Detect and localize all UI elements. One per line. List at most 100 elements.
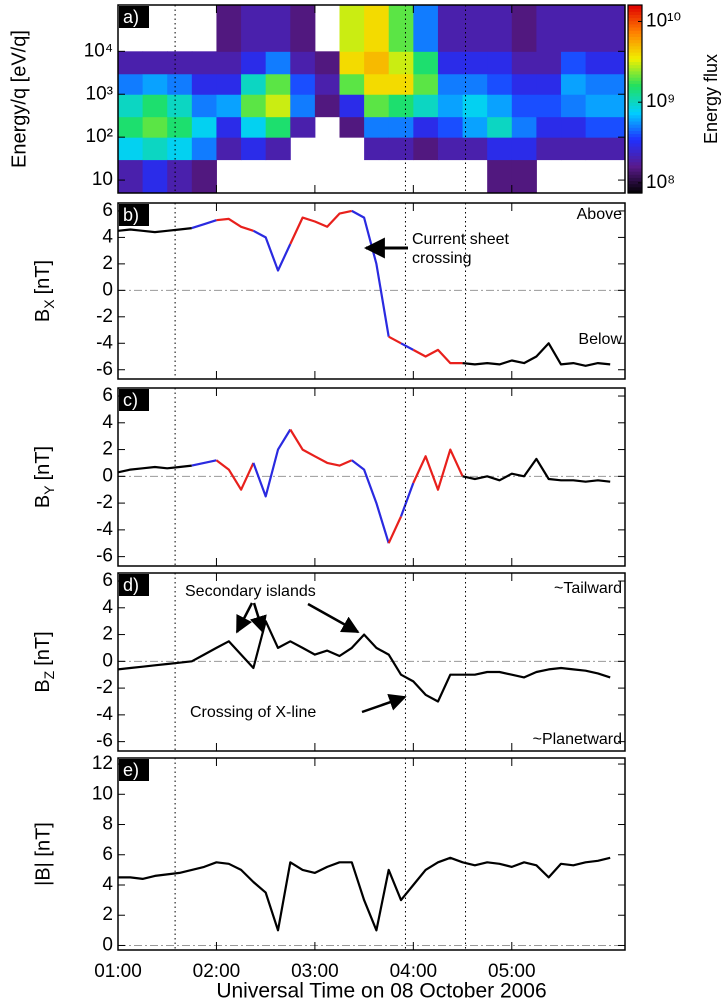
spectrogram-cell xyxy=(142,73,168,95)
spectrogram-cell xyxy=(462,51,488,75)
spectrogram-cell xyxy=(413,137,439,161)
spectrogram-cell xyxy=(462,94,488,118)
y-axis-label: BX [nT] xyxy=(32,260,56,322)
spectrogram-cell xyxy=(487,116,513,138)
y-tick-label: -2 xyxy=(96,306,113,327)
colorbar-swatch xyxy=(628,80,642,84)
colorbar-swatch xyxy=(628,33,642,37)
spectrogram-cell xyxy=(241,116,267,138)
colorbar-swatch xyxy=(628,127,642,131)
colorbar-swatch xyxy=(628,183,642,188)
y-axis-label-part: [nT] xyxy=(32,260,54,294)
arrow xyxy=(361,693,407,714)
y-tick-label: 0 xyxy=(102,465,113,486)
x-tick-label: 01:00 xyxy=(94,961,142,982)
spectrogram-cell xyxy=(437,94,464,118)
spectrogram-cell xyxy=(265,73,291,95)
y-tick-label: 2 xyxy=(102,904,113,925)
colorbar-swatch xyxy=(628,139,642,144)
colorbar-swatch xyxy=(628,5,642,9)
y-tick-label: 10 xyxy=(92,783,113,804)
series-line xyxy=(191,219,217,230)
annotation: Below xyxy=(578,331,622,348)
colorbar-swatch xyxy=(628,64,642,69)
y-tick-label: 0 xyxy=(102,934,113,955)
panel-label: a) xyxy=(123,7,139,27)
spectrogram-cell xyxy=(536,116,562,138)
spectrogram-cell xyxy=(118,94,144,118)
spectrogram-cell xyxy=(216,137,242,161)
colorbar-swatch xyxy=(628,149,642,153)
series-line xyxy=(117,620,611,703)
spectrogram-cell xyxy=(191,116,217,138)
y-tick-label: 6 xyxy=(102,385,113,406)
spectrogram-cell xyxy=(339,73,365,95)
colorbar-swatch xyxy=(628,23,642,28)
spectrogram-cell xyxy=(191,159,217,194)
colorbar-swatch xyxy=(628,95,642,100)
series-line xyxy=(117,464,192,474)
arrow xyxy=(235,602,254,634)
spectrogram-cell xyxy=(437,73,464,95)
spectrogram-cell xyxy=(487,5,513,52)
spectrogram-cell xyxy=(216,5,242,52)
series-line xyxy=(191,459,217,467)
annotation: ~Tailward xyxy=(554,580,622,597)
y-tick-label: 10 xyxy=(92,169,113,190)
colorbar-swatch xyxy=(628,130,642,135)
colorbar-swatch xyxy=(628,8,642,12)
spectrogram-cell xyxy=(437,137,464,161)
spectrogram-cell xyxy=(511,159,537,194)
y-axis-label-part: X xyxy=(41,299,57,309)
y-tick-label: 4 xyxy=(102,412,113,433)
spectrogram-cell xyxy=(290,94,316,118)
spectrogram-cell xyxy=(142,159,168,194)
spectrogram-cell xyxy=(290,116,316,138)
colorbar-swatch xyxy=(628,36,642,41)
panel-label-box xyxy=(119,6,149,28)
colorbar-swatch xyxy=(628,73,642,78)
spectrogram-cell xyxy=(314,73,341,95)
colorbar-swatch xyxy=(628,117,642,122)
spectrogram-cell xyxy=(585,5,626,52)
spectrogram-cell xyxy=(290,73,316,95)
y-tick-label: -4 xyxy=(96,332,113,353)
x-tick-label: 02:00 xyxy=(193,961,241,982)
spectrogram-cell xyxy=(561,5,587,52)
spectrogram-cell xyxy=(118,116,144,138)
spectrogram-cell xyxy=(216,51,242,75)
spectrogram-cell xyxy=(511,137,537,161)
y-axis-label-part: B xyxy=(32,309,54,322)
spectrogram-cell xyxy=(241,5,267,52)
spectrogram-cell xyxy=(216,73,242,95)
panel-label-box xyxy=(119,574,149,596)
spectrogram-cell xyxy=(167,137,193,161)
spectrogram-cell xyxy=(511,116,537,138)
x-tick-label: 03:00 xyxy=(291,961,339,982)
spectrogram-cell xyxy=(265,116,291,138)
panel-label-box xyxy=(119,759,149,781)
colorbar-swatch xyxy=(628,26,642,31)
series-line xyxy=(387,516,402,544)
panel-frame xyxy=(117,387,626,567)
spectrogram-cell xyxy=(167,159,193,194)
spectrogram-cell xyxy=(118,51,144,75)
y-tick-label: 2 xyxy=(102,439,113,460)
panel-frame xyxy=(117,4,626,194)
colorbar-swatch xyxy=(628,70,642,75)
spectrogram-cell xyxy=(536,137,562,161)
annotation: Current sheet xyxy=(412,231,509,248)
spectrogram-cell xyxy=(339,116,365,138)
spectrogram-cell xyxy=(216,116,242,138)
y-axis-label-part: B xyxy=(32,495,54,508)
spectrogram-cell xyxy=(191,137,217,161)
spectrogram-cell xyxy=(191,51,217,75)
colorbar-swatch xyxy=(628,77,642,81)
y-tick-label: -6 xyxy=(96,359,113,380)
y-axis-label: |B| [nT] xyxy=(32,822,54,886)
spectrogram-cell xyxy=(118,137,144,161)
spectrogram-cell xyxy=(585,51,626,75)
series-line xyxy=(289,209,353,245)
series-line xyxy=(252,428,292,498)
spectrogram-cell xyxy=(364,137,390,161)
